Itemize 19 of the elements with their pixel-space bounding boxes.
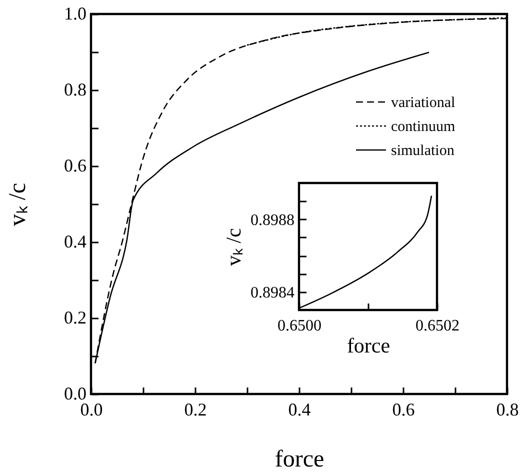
legend-label: continuum bbox=[391, 119, 456, 135]
y-axis-title: vₖ /c bbox=[222, 228, 246, 266]
y-tick-label: 0.8984 bbox=[250, 284, 294, 302]
y-tick-label: 1.0 bbox=[64, 4, 86, 24]
x-tick-label: 0.4 bbox=[288, 400, 311, 420]
y-tick-label: 0.6 bbox=[64, 156, 86, 176]
x-tick-label: 0.2 bbox=[184, 400, 207, 420]
y-tick-label: 0.8988 bbox=[250, 212, 294, 229]
y-axis-title: vₖ /c bbox=[5, 182, 31, 226]
y-tick-label: 0.8 bbox=[64, 80, 86, 100]
legend-label: simulation bbox=[391, 143, 455, 159]
x-tick-label: 0.6 bbox=[392, 400, 415, 420]
x-tick-label: 0.6500 bbox=[278, 318, 322, 334]
x-tick-label: 0.8 bbox=[496, 400, 519, 420]
x-tick-label: 0.6502 bbox=[416, 318, 460, 334]
x-axis-title: force bbox=[274, 446, 324, 472]
x-axis-title: force bbox=[346, 334, 390, 358]
legend-label: variational bbox=[391, 95, 456, 111]
y-tick-label: 0.4 bbox=[64, 232, 86, 252]
